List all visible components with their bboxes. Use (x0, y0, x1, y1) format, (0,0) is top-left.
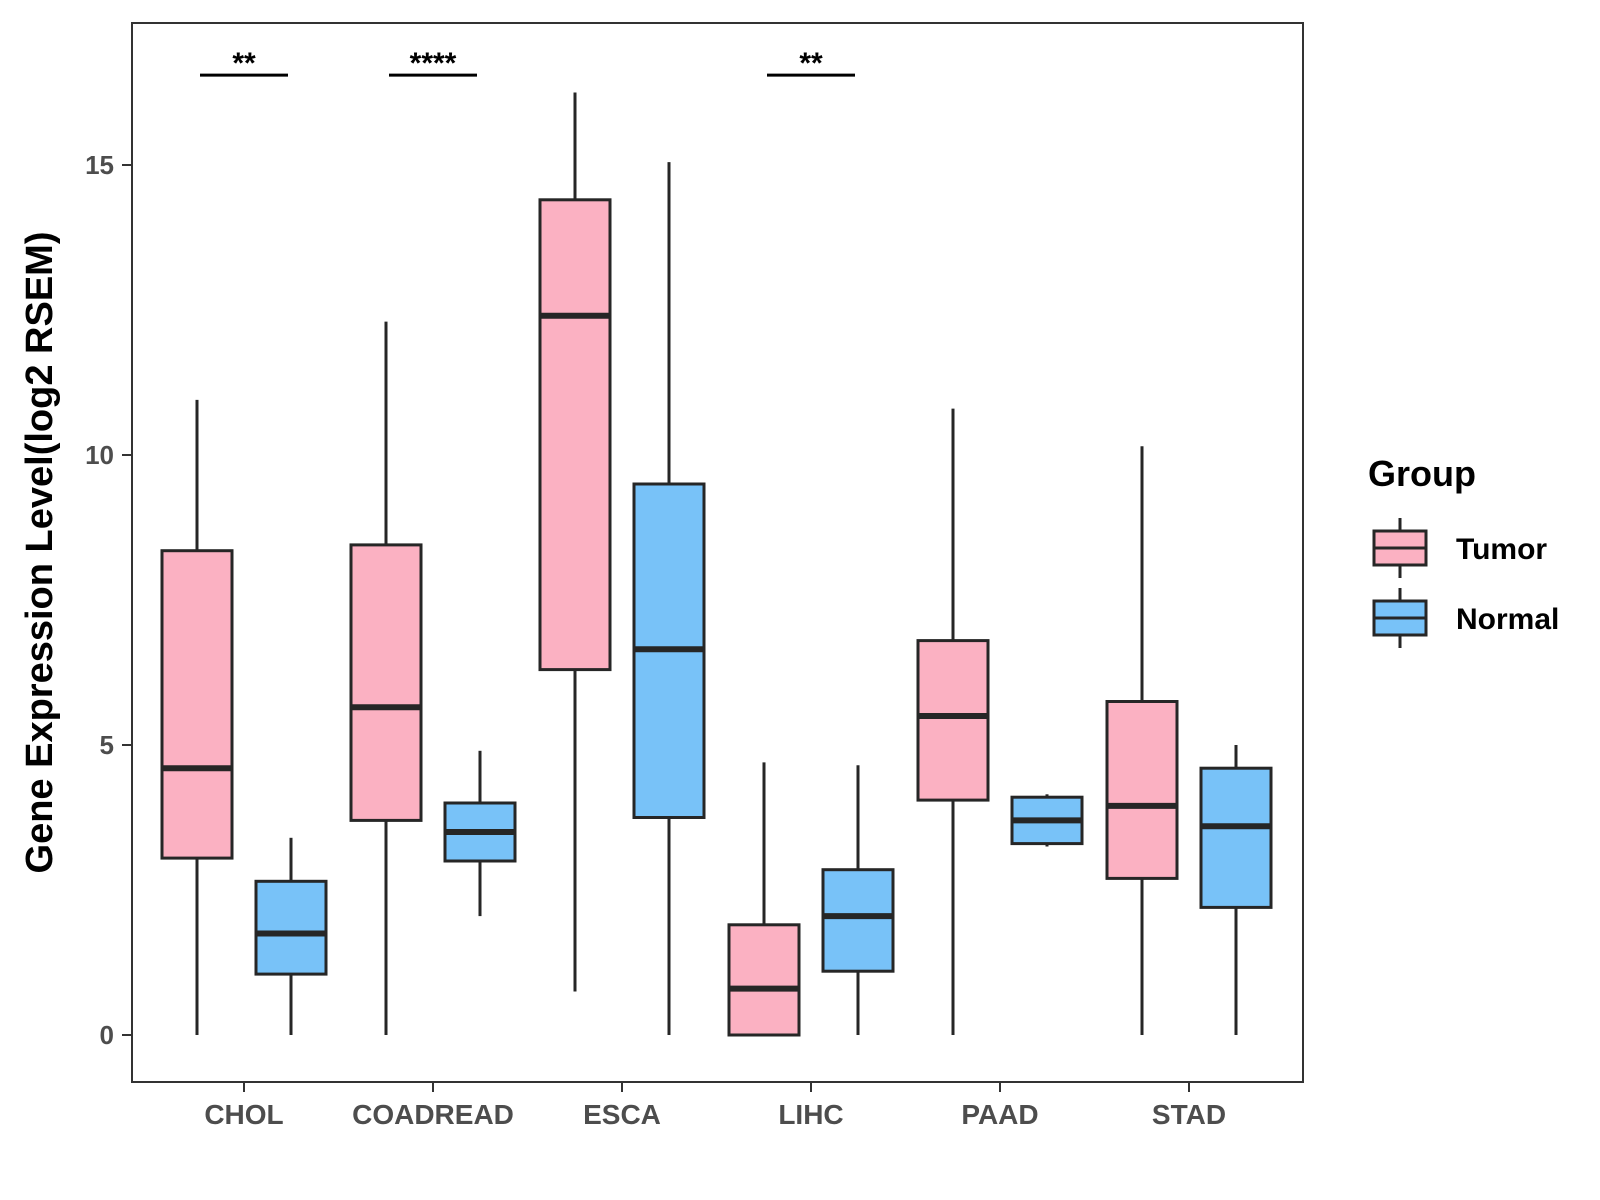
x-tick-label: CHOL (204, 1099, 283, 1130)
box-normal-stad (1199, 745, 1273, 1035)
x-axis-ticks: CHOL COADREAD ESCA LIHC PAAD STAD (204, 1082, 1226, 1130)
x-tick-label: PAAD (961, 1099, 1038, 1130)
legend-item-tumor: Tumor (1372, 518, 1547, 578)
box-tumor-esca (538, 92, 612, 992)
box-normal-esca (632, 162, 706, 1035)
legend: Group Tumor Normal (1368, 453, 1559, 648)
box-iqr (254, 879, 328, 976)
significance-label: ** (799, 47, 823, 80)
box-iqr (916, 639, 990, 802)
legend-label: Tumor (1456, 533, 1547, 566)
legend-item-normal: Normal (1372, 588, 1559, 648)
x-tick-label: STAD (1152, 1099, 1226, 1130)
box-iqr (727, 923, 801, 1037)
y-tick-label: 0 (100, 1020, 114, 1050)
x-tick-label: ESCA (583, 1099, 661, 1130)
x-tick-label: COADREAD (352, 1099, 514, 1130)
x-tick-label: LIHC (778, 1099, 843, 1130)
y-tick-label: 10 (85, 440, 114, 470)
box-normal-lihc (821, 765, 895, 1035)
box-tumor-coadread (349, 321, 423, 1035)
legend-label: Normal (1456, 603, 1559, 636)
box-iqr (349, 543, 423, 822)
box-series (160, 92, 1273, 1037)
box-tumor-chol (160, 399, 234, 1035)
y-tick-label: 5 (100, 730, 114, 760)
box-iqr (538, 198, 612, 672)
box-tumor-lihc (727, 762, 801, 1037)
box-normal-chol (254, 837, 328, 1035)
box-iqr (160, 549, 234, 860)
box-normal-coadread (443, 750, 517, 917)
significance-label: **** (410, 47, 457, 80)
y-axis-ticks: 0 5 10 15 (85, 150, 132, 1050)
plot-panel-border (131, 22, 1304, 1083)
box-iqr (1199, 766, 1273, 909)
box-iqr (821, 868, 895, 973)
box-tumor-paad (916, 408, 990, 1035)
legend-title: Group (1368, 453, 1476, 494)
significance-annotations: ** **** ** (200, 47, 855, 80)
box-normal-paad (1010, 794, 1084, 847)
box-tumor-stad (1105, 446, 1179, 1035)
y-tick-label: 15 (85, 150, 114, 180)
significance-label: ** (232, 47, 256, 80)
y-axis-label: Gene Expression Level(log2 RSEM) (19, 232, 61, 874)
box-iqr (1105, 700, 1179, 880)
